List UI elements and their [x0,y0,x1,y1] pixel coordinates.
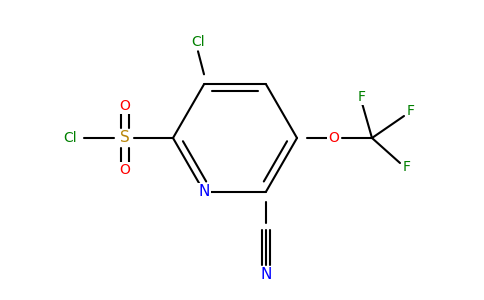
Text: O: O [120,163,130,177]
Text: Cl: Cl [191,35,205,49]
Text: N: N [260,267,272,282]
Text: F: F [407,104,415,118]
Text: N: N [198,184,210,199]
Text: F: F [403,160,411,174]
Text: F: F [358,90,366,104]
Text: O: O [120,99,130,113]
Text: Cl: Cl [63,131,77,145]
Text: S: S [120,130,130,146]
Text: O: O [329,131,339,145]
